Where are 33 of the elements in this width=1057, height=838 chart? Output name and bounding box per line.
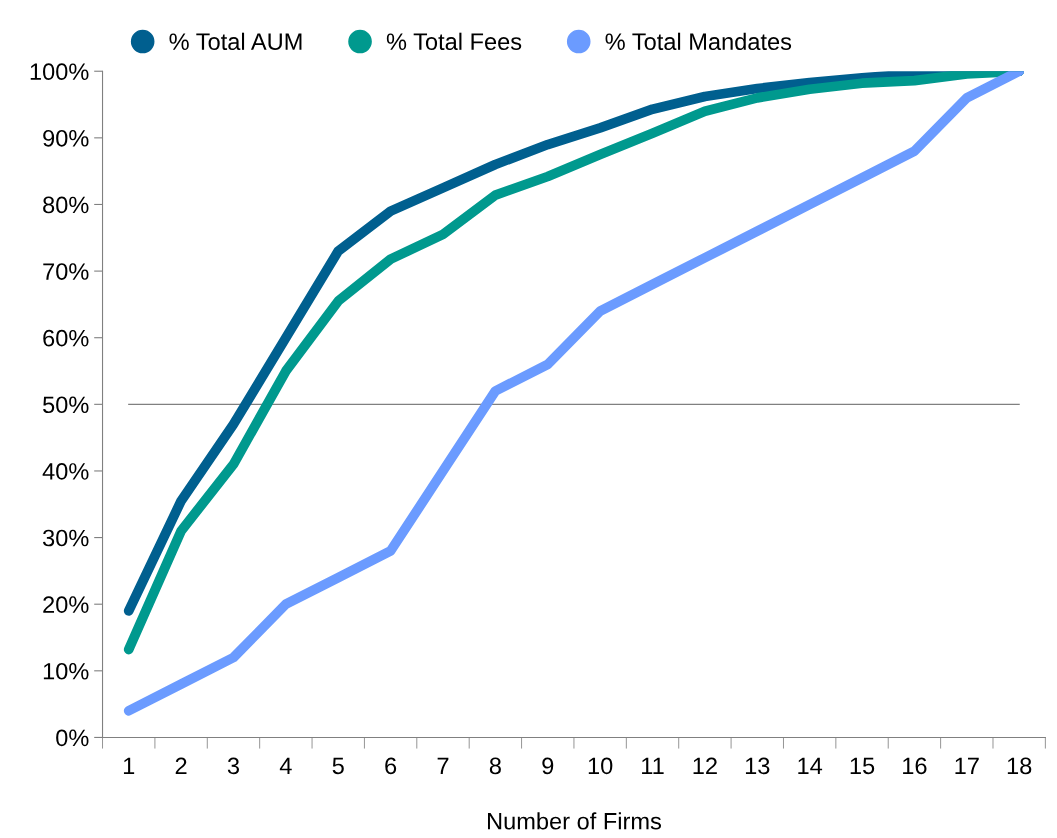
y-tick-label: 10% xyxy=(43,662,89,680)
x-axis-title: Number of Firms xyxy=(488,812,661,830)
x-tick-label: 16 xyxy=(903,757,927,775)
x-tick-label: 6 xyxy=(385,757,397,775)
x-tick-label: 15 xyxy=(850,757,875,775)
x-tick-label: 17 xyxy=(955,757,979,774)
y-tick-label: 40% xyxy=(42,463,89,480)
x-tick-label: 3 xyxy=(227,757,240,775)
x-tick-label: 14 xyxy=(798,757,823,774)
x-tick-label: 11 xyxy=(642,757,664,774)
y-tick-label: 90% xyxy=(43,129,89,147)
x-tick-label: 9 xyxy=(542,757,554,775)
legend-label: % Total AUM xyxy=(169,32,302,51)
x-tick-label: 7 xyxy=(437,757,449,774)
y-tick-label: 0% xyxy=(56,729,89,747)
y-tick-label: 20% xyxy=(43,596,89,613)
x-tick-label: 10 xyxy=(588,757,613,775)
y-tick-label: 80% xyxy=(43,196,89,214)
x-tick-label: 2 xyxy=(175,757,187,774)
x-tick-label: 5 xyxy=(332,757,344,775)
y-tick-label: 100% xyxy=(30,63,89,81)
x-tick-label: 18 xyxy=(1007,757,1032,775)
y-tick-label: 60% xyxy=(43,329,89,347)
x-tick-label: 12 xyxy=(693,757,717,774)
x-tick-label: 1 xyxy=(123,757,135,774)
legend-label: % Total Fees xyxy=(386,32,522,51)
y-tick-label: 30% xyxy=(42,529,89,547)
x-tick-label: 13 xyxy=(745,757,770,775)
x-tick-label: 8 xyxy=(489,757,501,775)
y-tick-label: 70% xyxy=(43,263,89,280)
x-tick-label: 4 xyxy=(279,757,292,774)
y-tick-label: 50% xyxy=(43,396,89,414)
legend-label: % Total Mandates xyxy=(605,32,792,51)
